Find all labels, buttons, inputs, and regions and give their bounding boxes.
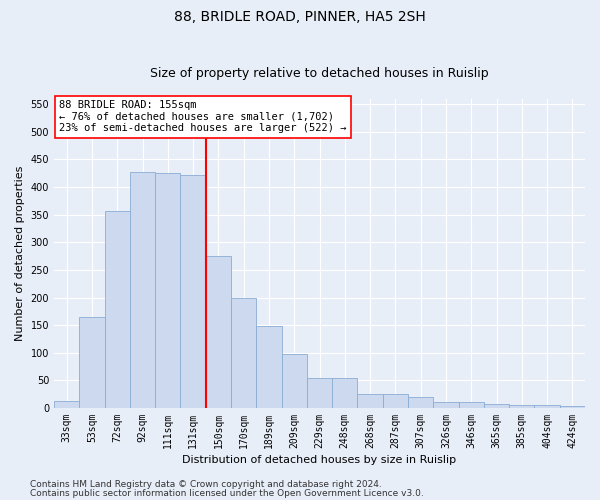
Bar (408, 397, 433, 408)
Bar (256, 326, 281, 408)
Bar (181, 175, 206, 408)
Bar (130, 172, 155, 408)
X-axis label: Distribution of detached houses by size in Ruislip: Distribution of detached houses by size … (182, 455, 457, 465)
Bar (560, 406, 585, 408)
Bar (433, 402, 458, 408)
Bar (358, 394, 383, 408)
Bar (155, 174, 181, 408)
Bar (535, 405, 560, 408)
Bar (484, 404, 509, 408)
Bar (231, 298, 256, 408)
Bar (206, 256, 231, 408)
Bar (383, 394, 408, 408)
Text: 88 BRIDLE ROAD: 155sqm
← 76% of detached houses are smaller (1,702)
23% of semi-: 88 BRIDLE ROAD: 155sqm ← 76% of detached… (59, 100, 347, 134)
Bar (509, 405, 535, 408)
Bar (307, 378, 332, 408)
Bar (54, 401, 79, 408)
Text: Contains public sector information licensed under the Open Government Licence v3: Contains public sector information licen… (30, 488, 424, 498)
Title: Size of property relative to detached houses in Ruislip: Size of property relative to detached ho… (150, 66, 489, 80)
Text: Contains HM Land Registry data © Crown copyright and database right 2024.: Contains HM Land Registry data © Crown c… (30, 480, 382, 489)
Bar (79, 317, 104, 408)
Text: 88, BRIDLE ROAD, PINNER, HA5 2SH: 88, BRIDLE ROAD, PINNER, HA5 2SH (174, 10, 426, 24)
Bar (104, 211, 130, 408)
Y-axis label: Number of detached properties: Number of detached properties (15, 166, 25, 341)
Bar (281, 354, 307, 408)
Bar (458, 402, 484, 408)
Bar (332, 378, 358, 408)
